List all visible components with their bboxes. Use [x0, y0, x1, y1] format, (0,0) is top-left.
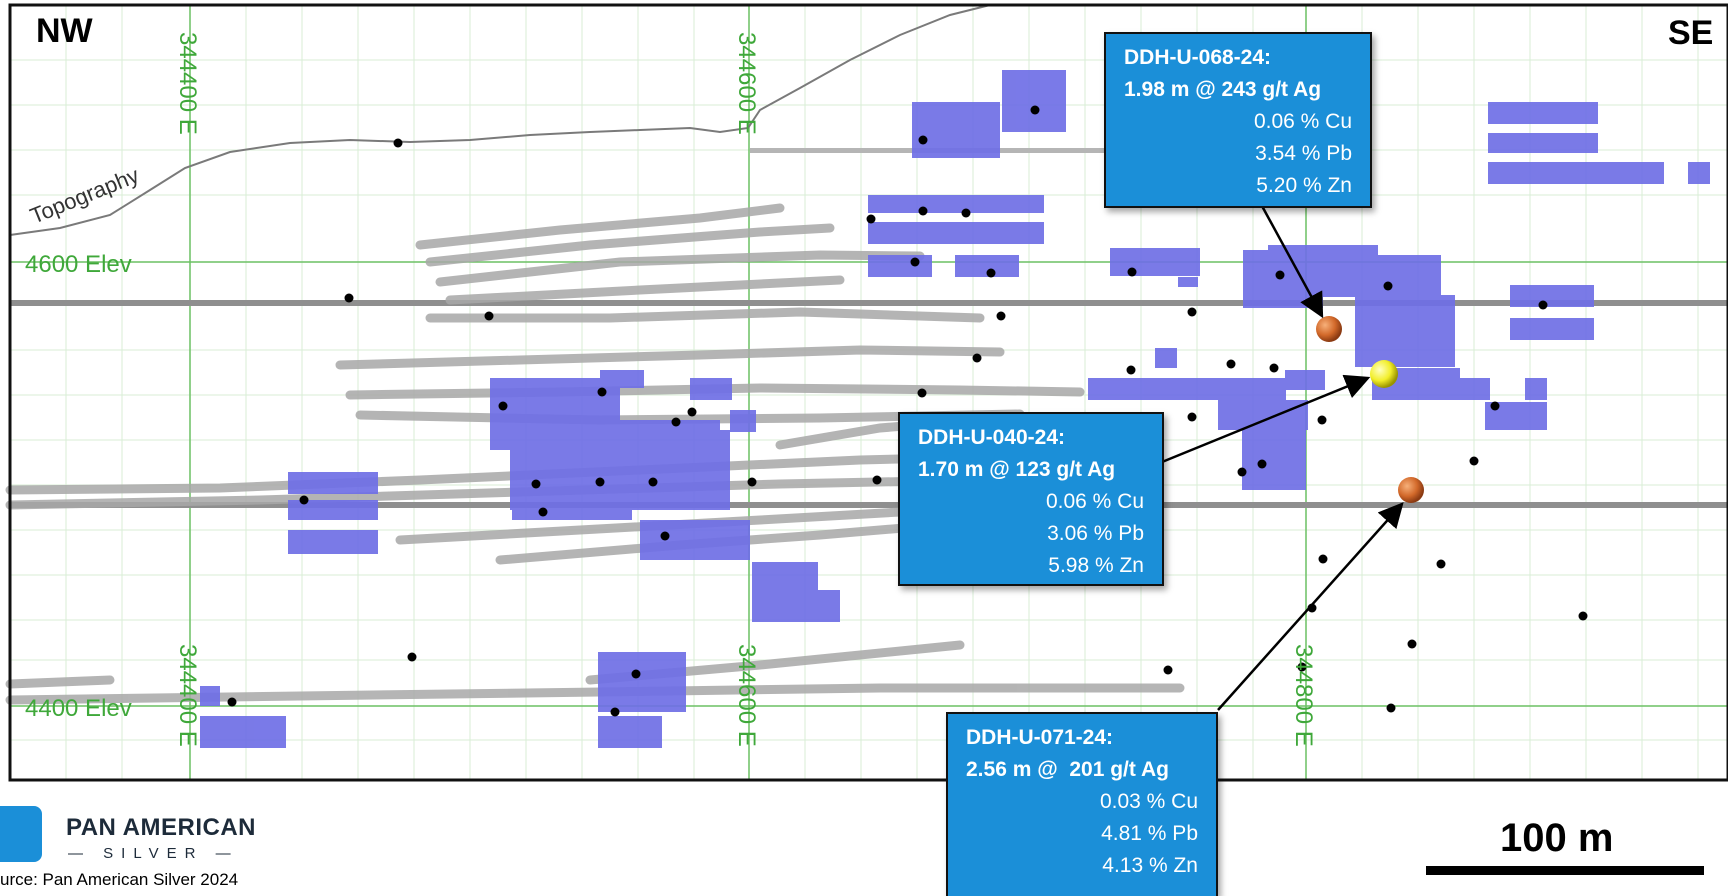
corner-label-se: SE [1668, 14, 1714, 52]
corner-label-nw: NW [36, 12, 93, 50]
easting-label-344600-top: 344600 E [733, 32, 760, 135]
callout-pb: 3.06 % Pb [1047, 522, 1144, 545]
logo-mark-icon [0, 806, 42, 862]
callout-headline: 1.98 m @ 243 g/t Ag [1124, 78, 1322, 101]
callout-pb: 3.54 % Pb [1255, 142, 1352, 165]
callout-zn: 4.13 % Zn [1102, 854, 1198, 877]
elevation-label-4400: 4400 Elev [25, 695, 132, 722]
callout-ddh-u-040-24: DDH-U-040-24: 1.70 m @ 123 g/t Ag 0.06 %… [898, 412, 1164, 586]
callout-cu: 0.06 % Cu [1253, 110, 1352, 133]
callout-title: DDH-U-071-24: [966, 726, 1114, 749]
callout-cu: 0.03 % Cu [1099, 790, 1198, 813]
easting-label-344800-bottom: 344800 E [1290, 644, 1317, 747]
easting-label-344400-top: 344400 E [174, 32, 201, 135]
arrow-071 [1217, 502, 1404, 711]
arrow-068 [1260, 205, 1324, 319]
callout-zn: 5.98 % Zn [1048, 554, 1144, 577]
logo-subtitle: — SILVER — [68, 845, 239, 862]
arrow-040 [1161, 374, 1371, 464]
main-drifts [10, 148, 1728, 508]
drillhole-intercepts [227, 105, 1588, 717]
intercept-ball-040 [1370, 360, 1398, 388]
callout-ddh-u-068-24: DDH-U-068-24: 1.98 m @ 243 g/t Ag 0.06 %… [1104, 32, 1372, 208]
company-logo: PAN AMERICAN — SILVER — urce: Pan Americ… [0, 800, 280, 896]
scale-bar [1426, 866, 1704, 875]
logo-name: PAN AMERICAN [66, 814, 256, 841]
easting-label-344400-bottom: 344400 E [174, 644, 201, 747]
callout-title: DDH-U-040-24: [918, 426, 1066, 449]
callout-ddh-u-071-24: DDH-U-071-24: 2.56 m @ 201 g/t Ag 0.03 %… [946, 712, 1218, 896]
callout-headline: 2.56 m @ 201 g/t Ag [966, 758, 1169, 781]
topography-line [9, 4, 991, 236]
intercept-ball-071 [1398, 477, 1424, 503]
callout-zn: 5.20 % Zn [1256, 174, 1352, 197]
callout-cu: 0.06 % Cu [1045, 490, 1144, 513]
easting-label-344600-bottom: 344600 E [733, 644, 760, 747]
elevation-label-4600: 4600 Elev [25, 251, 132, 278]
callout-headline: 1.70 m @ 123 g/t Ag [918, 458, 1116, 481]
map-frame [8, 3, 1728, 782]
mineralized-stopes [200, 70, 1710, 748]
callout-title: DDH-U-068-24: [1124, 46, 1272, 69]
source-credit: urce: Pan American Silver 2024 [0, 870, 239, 889]
scale-bar-label: 100 m [1500, 816, 1614, 860]
callout-pb: 4.81 % Pb [1101, 822, 1198, 845]
intercept-ball-068 [1316, 316, 1342, 342]
